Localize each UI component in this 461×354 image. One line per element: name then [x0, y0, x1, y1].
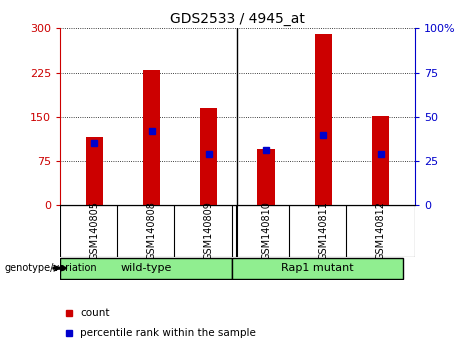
Text: GSM140810: GSM140810 [261, 201, 271, 261]
Text: GSM140811: GSM140811 [318, 201, 328, 261]
Bar [315, 34, 332, 205]
Bar [372, 116, 389, 205]
Bar [86, 137, 103, 205]
Text: percentile rank within the sample: percentile rank within the sample [80, 328, 256, 338]
Text: Rap1 mutant: Rap1 mutant [281, 263, 354, 273]
Text: GSM140812: GSM140812 [376, 201, 385, 261]
Title: GDS2533 / 4945_at: GDS2533 / 4945_at [170, 12, 305, 26]
Text: genotype/variation: genotype/variation [5, 263, 97, 273]
Text: wild-type: wild-type [120, 263, 171, 273]
Text: GSM140808: GSM140808 [147, 201, 157, 261]
Bar [200, 108, 218, 205]
Bar [60, 258, 232, 279]
Bar [232, 258, 403, 279]
Bar [257, 149, 275, 205]
Text: count: count [80, 308, 110, 318]
Text: GSM140805: GSM140805 [89, 201, 99, 261]
Bar [143, 70, 160, 205]
Text: GSM140809: GSM140809 [204, 201, 214, 261]
